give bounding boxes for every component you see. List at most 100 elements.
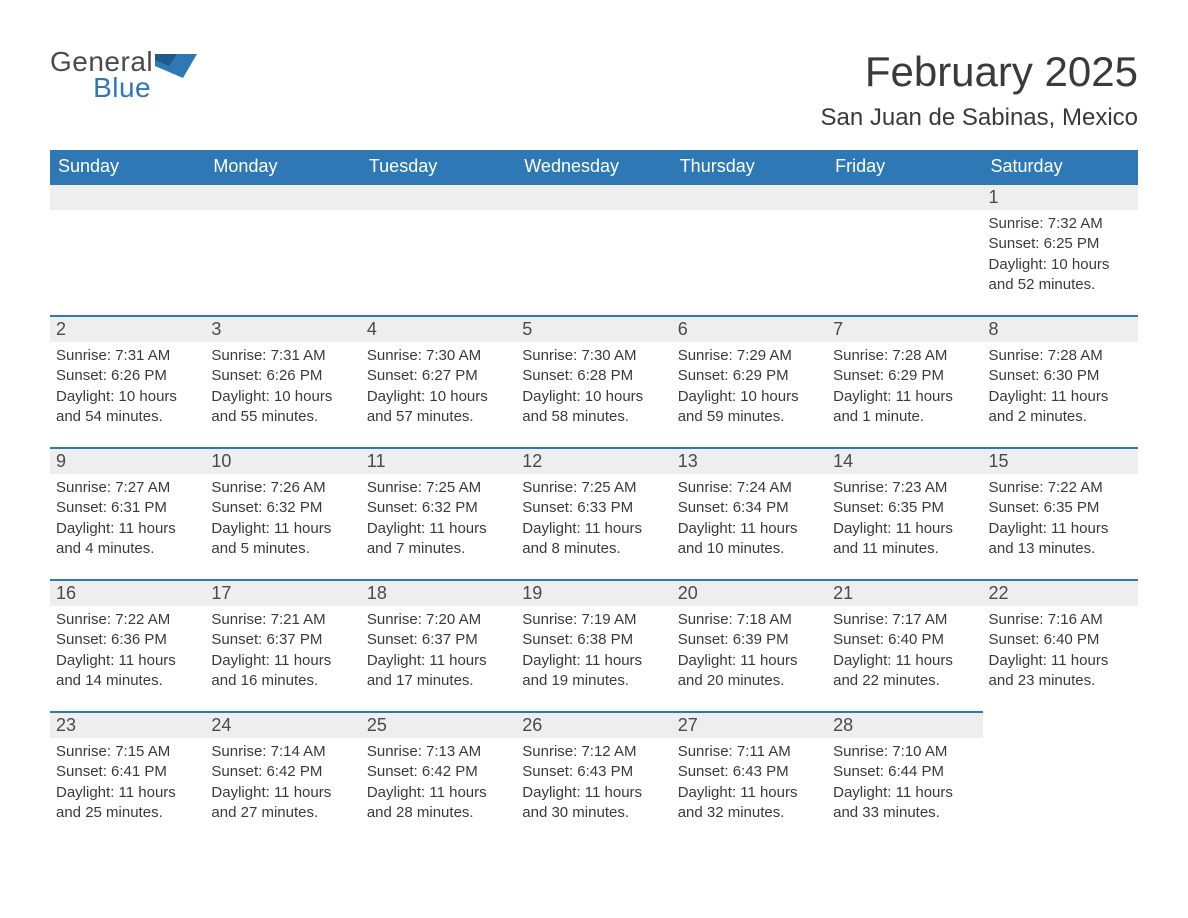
day-details: Sunrise: 7:30 AMSunset: 6:27 PMDaylight:… (361, 342, 516, 431)
sunrise-text: Sunrise: 7:24 AM (678, 478, 821, 498)
daylight-text: Daylight: 11 hours and 25 minutes. (56, 783, 199, 824)
calendar-day-cell: 24Sunrise: 7:14 AMSunset: 6:42 PMDayligh… (205, 711, 360, 843)
calendar-day-cell: 5Sunrise: 7:30 AMSunset: 6:28 PMDaylight… (516, 315, 671, 447)
daylight-text: Daylight: 11 hours and 4 minutes. (56, 519, 199, 560)
daylight-text: Daylight: 11 hours and 8 minutes. (522, 519, 665, 560)
day-number: 7 (827, 315, 982, 342)
daylight-text: Daylight: 11 hours and 5 minutes. (211, 519, 354, 560)
day-number: 17 (205, 579, 360, 606)
day-number: 24 (205, 711, 360, 738)
calendar-day-cell: 8Sunrise: 7:28 AMSunset: 6:30 PMDaylight… (983, 315, 1138, 447)
day-details: Sunrise: 7:31 AMSunset: 6:26 PMDaylight:… (205, 342, 360, 431)
day-number: 4 (361, 315, 516, 342)
day-number: 14 (827, 447, 982, 474)
day-number: 2 (50, 315, 205, 342)
daylight-text: Daylight: 11 hours and 32 minutes. (678, 783, 821, 824)
calendar-day-cell: 19Sunrise: 7:19 AMSunset: 6:38 PMDayligh… (516, 579, 671, 711)
sunrise-text: Sunrise: 7:11 AM (678, 742, 821, 762)
calendar-day-cell (983, 711, 1138, 843)
sunrise-text: Sunrise: 7:25 AM (522, 478, 665, 498)
day-details: Sunrise: 7:16 AMSunset: 6:40 PMDaylight:… (983, 606, 1138, 695)
day-details: Sunrise: 7:27 AMSunset: 6:31 PMDaylight:… (50, 474, 205, 563)
sunrise-text: Sunrise: 7:22 AM (56, 610, 199, 630)
title-block: February 2025 San Juan de Sabinas, Mexic… (820, 48, 1138, 132)
day-number: 18 (361, 579, 516, 606)
day-number (361, 183, 516, 210)
sunset-text: Sunset: 6:32 PM (211, 498, 354, 518)
daylight-text: Daylight: 11 hours and 11 minutes. (833, 519, 976, 560)
sunrise-text: Sunrise: 7:14 AM (211, 742, 354, 762)
day-details: Sunrise: 7:12 AMSunset: 6:43 PMDaylight:… (516, 738, 671, 827)
day-number: 9 (50, 447, 205, 474)
day-number: 26 (516, 711, 671, 738)
day-number (516, 183, 671, 210)
sunset-text: Sunset: 6:32 PM (367, 498, 510, 518)
calendar-day-cell: 2Sunrise: 7:31 AMSunset: 6:26 PMDaylight… (50, 315, 205, 447)
calendar-week-row: 1Sunrise: 7:32 AMSunset: 6:25 PMDaylight… (50, 183, 1138, 315)
daylight-text: Daylight: 11 hours and 16 minutes. (211, 651, 354, 692)
day-number: 11 (361, 447, 516, 474)
sunset-text: Sunset: 6:44 PM (833, 762, 976, 782)
sunset-text: Sunset: 6:37 PM (367, 630, 510, 650)
header: General Blue February 2025 San Juan de S… (50, 48, 1138, 132)
sunrise-text: Sunrise: 7:21 AM (211, 610, 354, 630)
sunrise-text: Sunrise: 7:25 AM (367, 478, 510, 498)
calendar-day-cell: 6Sunrise: 7:29 AMSunset: 6:29 PMDaylight… (672, 315, 827, 447)
sunset-text: Sunset: 6:40 PM (833, 630, 976, 650)
day-details: Sunrise: 7:29 AMSunset: 6:29 PMDaylight:… (672, 342, 827, 431)
day-number: 19 (516, 579, 671, 606)
sunset-text: Sunset: 6:31 PM (56, 498, 199, 518)
daylight-text: Daylight: 11 hours and 7 minutes. (367, 519, 510, 560)
daylight-text: Daylight: 11 hours and 30 minutes. (522, 783, 665, 824)
calendar-day-cell (672, 183, 827, 315)
calendar-day-cell: 16Sunrise: 7:22 AMSunset: 6:36 PMDayligh… (50, 579, 205, 711)
day-number: 15 (983, 447, 1138, 474)
calendar-day-cell: 22Sunrise: 7:16 AMSunset: 6:40 PMDayligh… (983, 579, 1138, 711)
sunrise-text: Sunrise: 7:23 AM (833, 478, 976, 498)
calendar-day-cell: 27Sunrise: 7:11 AMSunset: 6:43 PMDayligh… (672, 711, 827, 843)
daylight-text: Daylight: 10 hours and 59 minutes. (678, 387, 821, 428)
day-number: 6 (672, 315, 827, 342)
weekday-header: Saturday (983, 150, 1138, 183)
sunset-text: Sunset: 6:43 PM (522, 762, 665, 782)
calendar-day-cell: 18Sunrise: 7:20 AMSunset: 6:37 PMDayligh… (361, 579, 516, 711)
calendar-day-cell (361, 183, 516, 315)
day-details: Sunrise: 7:28 AMSunset: 6:29 PMDaylight:… (827, 342, 982, 431)
calendar-day-cell: 26Sunrise: 7:12 AMSunset: 6:43 PMDayligh… (516, 711, 671, 843)
sunset-text: Sunset: 6:30 PM (989, 366, 1132, 386)
calendar-day-cell: 21Sunrise: 7:17 AMSunset: 6:40 PMDayligh… (827, 579, 982, 711)
daylight-text: Daylight: 10 hours and 52 minutes. (989, 255, 1132, 296)
calendar-day-cell: 7Sunrise: 7:28 AMSunset: 6:29 PMDaylight… (827, 315, 982, 447)
daylight-text: Daylight: 11 hours and 14 minutes. (56, 651, 199, 692)
sunset-text: Sunset: 6:33 PM (522, 498, 665, 518)
daylight-text: Daylight: 11 hours and 20 minutes. (678, 651, 821, 692)
sunset-text: Sunset: 6:26 PM (211, 366, 354, 386)
weekday-header: Thursday (672, 150, 827, 183)
calendar-day-cell: 25Sunrise: 7:13 AMSunset: 6:42 PMDayligh… (361, 711, 516, 843)
sunrise-text: Sunrise: 7:18 AM (678, 610, 821, 630)
daylight-text: Daylight: 11 hours and 1 minute. (833, 387, 976, 428)
calendar-day-cell: 1Sunrise: 7:32 AMSunset: 6:25 PMDaylight… (983, 183, 1138, 315)
sunrise-text: Sunrise: 7:22 AM (989, 478, 1132, 498)
daylight-text: Daylight: 11 hours and 28 minutes. (367, 783, 510, 824)
day-details: Sunrise: 7:11 AMSunset: 6:43 PMDaylight:… (672, 738, 827, 827)
sunset-text: Sunset: 6:29 PM (678, 366, 821, 386)
day-number (827, 183, 982, 210)
calendar-body: 1Sunrise: 7:32 AMSunset: 6:25 PMDaylight… (50, 183, 1138, 843)
calendar-day-cell: 3Sunrise: 7:31 AMSunset: 6:26 PMDaylight… (205, 315, 360, 447)
calendar-day-cell: 23Sunrise: 7:15 AMSunset: 6:41 PMDayligh… (50, 711, 205, 843)
day-details: Sunrise: 7:14 AMSunset: 6:42 PMDaylight:… (205, 738, 360, 827)
day-details: Sunrise: 7:28 AMSunset: 6:30 PMDaylight:… (983, 342, 1138, 431)
daylight-text: Daylight: 10 hours and 54 minutes. (56, 387, 199, 428)
day-number: 23 (50, 711, 205, 738)
sunrise-text: Sunrise: 7:28 AM (833, 346, 976, 366)
sunset-text: Sunset: 6:42 PM (211, 762, 354, 782)
sunrise-text: Sunrise: 7:30 AM (367, 346, 510, 366)
day-number: 28 (827, 711, 982, 738)
sunrise-text: Sunrise: 7:31 AM (211, 346, 354, 366)
sunrise-text: Sunrise: 7:20 AM (367, 610, 510, 630)
day-number: 3 (205, 315, 360, 342)
day-number: 20 (672, 579, 827, 606)
calendar-day-cell: 4Sunrise: 7:30 AMSunset: 6:27 PMDaylight… (361, 315, 516, 447)
sunrise-text: Sunrise: 7:29 AM (678, 346, 821, 366)
